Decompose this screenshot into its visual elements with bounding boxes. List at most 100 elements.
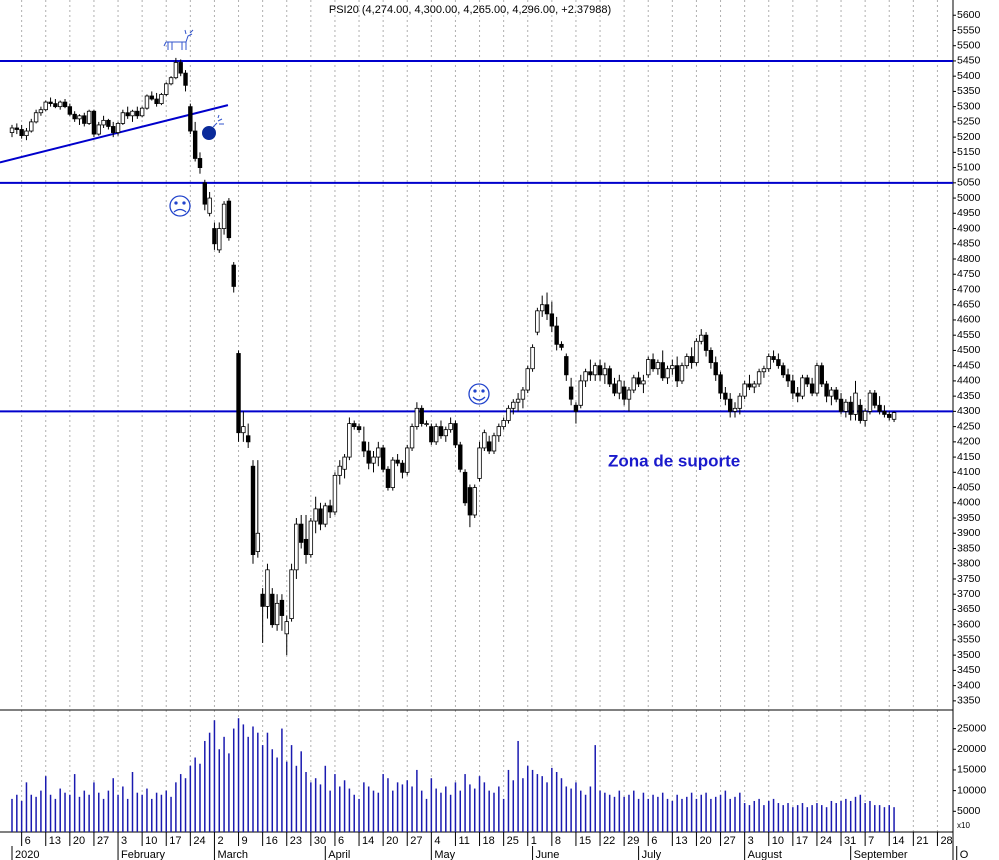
candle-body (819, 365, 824, 385)
volume-bar (772, 798, 775, 832)
volume-bar (208, 732, 211, 832)
x-tick-label: 4 (434, 835, 440, 847)
volume-bar (247, 736, 249, 832)
volume-bar (242, 724, 245, 832)
candle-body (641, 380, 646, 385)
candle-body (91, 110, 97, 135)
volume-bar (329, 790, 331, 832)
candle-body (732, 407, 738, 412)
volume-bar (488, 790, 490, 832)
x-tick-label: 20 (73, 835, 85, 847)
candle-body (723, 392, 728, 400)
volume-bar (411, 786, 413, 832)
volume-bar (35, 796, 37, 832)
candle-body (159, 94, 164, 105)
volume-bar (184, 778, 187, 832)
candle-body (790, 380, 796, 394)
volume-bar (734, 796, 736, 832)
y-tick-label: 4700 (957, 283, 981, 295)
y-tick-label: 4050 (957, 481, 981, 493)
candle-body (578, 380, 583, 406)
x-tick-label: 6 (25, 835, 31, 847)
y-tick-label: 5300 (957, 100, 981, 112)
candle-body (708, 350, 714, 364)
grid-layer (21, 0, 938, 832)
candle-body (72, 113, 77, 120)
candle-body (458, 444, 463, 470)
volume-bar (440, 792, 442, 832)
volume-bar (555, 772, 558, 832)
volume-bar (777, 803, 780, 832)
x-tick-label: 17 (169, 835, 181, 847)
volume-bar (102, 798, 105, 832)
candle-body (289, 569, 294, 619)
candle-body (82, 115, 87, 124)
candle-body (612, 383, 617, 394)
candle-body (858, 404, 863, 421)
candle-body (380, 447, 386, 470)
volume-bar (816, 803, 818, 832)
volume-bar (78, 796, 81, 832)
candle-body (588, 371, 593, 376)
candle-body (14, 127, 20, 130)
candle-body (313, 508, 318, 522)
volume-bar (204, 740, 206, 832)
volume-bar (700, 794, 703, 832)
x-tick-label: 29 (627, 835, 639, 847)
x-tick-label: 3 (748, 835, 754, 847)
volume-bar (849, 800, 852, 832)
volume-bar (401, 784, 404, 832)
candle-body (559, 343, 564, 348)
volume-bar (666, 798, 669, 832)
volume-bar (478, 776, 481, 832)
volume-bar (319, 784, 322, 832)
y-tick-label: 4250 (957, 420, 981, 432)
candle-body (597, 365, 603, 376)
volume-bar (276, 757, 278, 832)
x-tick-label: 31 (844, 835, 856, 847)
candle-body (862, 410, 868, 421)
volume-bar (179, 774, 182, 832)
x-tick-label: 1 (531, 835, 537, 847)
y-tick-label: 4300 (957, 405, 981, 417)
candle-body (241, 426, 246, 434)
x-tick-label: 24 (820, 835, 832, 847)
volume-bar (690, 792, 693, 832)
y-tick-label: 4750 (957, 268, 981, 280)
candle-body (419, 407, 424, 424)
candle-body (737, 395, 743, 409)
candle-body (260, 593, 265, 607)
candle-body (674, 365, 680, 382)
volume-bar (845, 798, 847, 832)
x-tick-label: 16 (266, 835, 278, 847)
volume-bar (165, 790, 167, 832)
y2-tick-label: 20000 (957, 743, 986, 755)
y-tick-label: 3400 (957, 679, 981, 691)
volume-bar (560, 778, 563, 832)
volume-bar (396, 782, 399, 832)
candle-body (679, 365, 685, 382)
volume-bar (792, 807, 794, 832)
x-tick-label: 21 (916, 835, 928, 847)
month-label: September (854, 849, 908, 860)
volume-bar (584, 794, 587, 832)
candle-body (356, 426, 362, 431)
volume-bar (377, 792, 380, 832)
y-tick-label: 4350 (957, 390, 981, 402)
candle-body (583, 371, 588, 382)
x-tick-label: 10 (772, 835, 784, 847)
volume-bar (40, 790, 42, 832)
volume-bar (599, 790, 601, 832)
candle-body (120, 112, 126, 124)
candle-body (361, 441, 367, 452)
volume-bar (232, 728, 235, 832)
volume-bar (170, 796, 172, 832)
candle-body (554, 325, 559, 345)
candle-body (183, 72, 188, 86)
volume-bar (859, 794, 862, 832)
volume-bar (469, 784, 471, 832)
candle-body (805, 377, 810, 385)
candle-body (486, 441, 492, 452)
y-tick-label: 4400 (957, 375, 981, 387)
volume-bar (883, 807, 886, 832)
